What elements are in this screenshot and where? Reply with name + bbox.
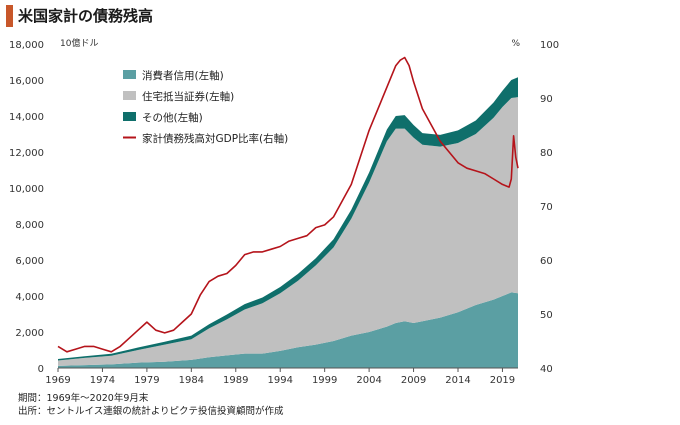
y-left-tick-label: 12,000 (9, 148, 44, 159)
y-right-tick-label: 90 (540, 94, 553, 105)
y-left-tick-label: 6,000 (15, 256, 44, 267)
y-left-unit: 10億ドル (60, 37, 98, 49)
x-tick-label: 2004 (356, 375, 381, 386)
y-left-tick-label: 2,000 (15, 328, 44, 339)
legend-label: その他(左軸) (142, 111, 203, 124)
y-left-tick-label: 10,000 (9, 184, 44, 195)
x-tick-label: 1984 (179, 375, 204, 386)
y-left-tick-label: 14,000 (9, 112, 44, 123)
legend-label: 住宅抵当証券(左軸) (142, 90, 234, 103)
area-mortgage (58, 97, 518, 366)
footnote-source: 出所：セントルイス連銀の統計よりピクテ投信投資顧問が作成 (18, 406, 284, 417)
legend-swatch-consumer (123, 70, 136, 79)
y-left-tick-label: 4,000 (15, 292, 44, 303)
legend-label: 消費者信用(左軸) (142, 69, 224, 82)
area-consumer (58, 292, 518, 368)
x-tick-label: 1999 (312, 375, 337, 386)
y-right-tick-label: 70 (540, 202, 553, 213)
y-right-tick-label: 80 (540, 148, 553, 159)
legend-swatch-other (123, 112, 136, 121)
x-tick-label: 1994 (267, 375, 292, 386)
x-tick-label: 1979 (134, 375, 159, 386)
y-right-tick-label: 100 (540, 40, 559, 51)
y-left-tick-label: 0 (38, 364, 44, 375)
y-left-tick-label: 8,000 (15, 220, 44, 231)
line-debt-gdp-ratio (57, 56, 519, 353)
page-title: 米国家計の債務残高 (18, 7, 154, 25)
legend-swatch-mortgage (123, 91, 136, 100)
y-right-unit: % (511, 39, 520, 49)
title-accent-bar (6, 5, 13, 27)
y-left-tick-label: 16,000 (9, 76, 44, 87)
y-right-tick-label: 50 (540, 310, 553, 321)
y-right-tick-label: 40 (540, 364, 553, 375)
x-tick-label: 1989 (223, 375, 248, 386)
footnote-period: 期間：1969年～2020年9月末 (18, 393, 149, 404)
y-right-tick-label: 60 (540, 256, 553, 267)
x-tick-label: 2009 (401, 375, 426, 386)
y-left-tick-label: 18,000 (9, 40, 44, 51)
x-tick-label: 1974 (90, 375, 115, 386)
legend-label: 家計債務残高対GDP比率(右軸) (142, 132, 288, 145)
x-tick-label: 2019 (490, 375, 515, 386)
x-tick-label: 2014 (445, 375, 470, 386)
x-tick-label: 1969 (45, 375, 70, 386)
